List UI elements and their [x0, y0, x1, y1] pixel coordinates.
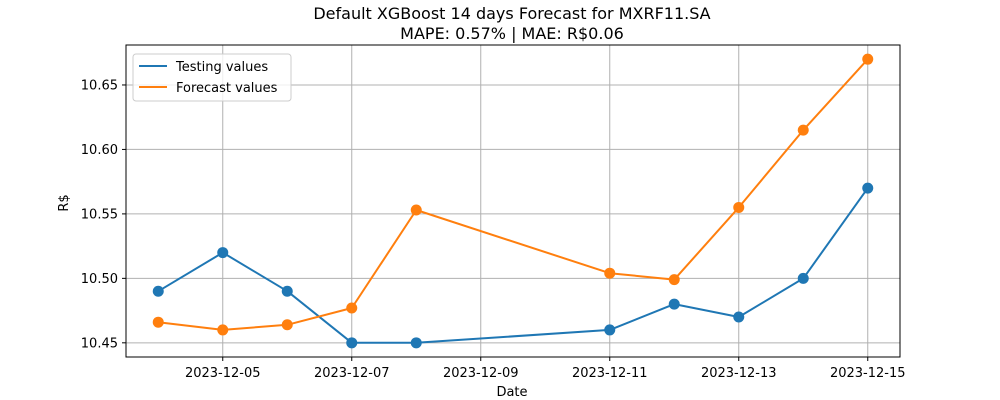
x-tick-label: 2023-12-09: [443, 366, 519, 381]
data-point-forecast: [604, 268, 615, 279]
data-point-forecast: [411, 205, 422, 216]
data-point-forecast: [798, 125, 809, 136]
chart-subtitle: MAPE: 0.57% | MAE: R$0.06: [400, 24, 624, 43]
data-point-forecast: [862, 54, 873, 65]
data-point-testing: [411, 337, 422, 348]
y-tick-label: 10.60: [81, 143, 118, 158]
y-tick-label: 10.65: [81, 78, 118, 93]
data-point-testing: [217, 247, 228, 258]
y-axis-label: R$: [57, 194, 72, 211]
data-point-forecast: [282, 319, 293, 330]
x-tick-label: 2023-12-13: [701, 366, 777, 381]
data-point-testing: [153, 286, 164, 297]
data-point-testing: [862, 183, 873, 194]
data-point-forecast: [733, 202, 744, 213]
data-point-forecast: [217, 324, 228, 335]
legend-label-testing: Testing values: [175, 60, 268, 75]
data-point-testing: [733, 312, 744, 323]
y-tick-label: 10.55: [81, 207, 118, 222]
x-tick-label: 2023-12-15: [830, 366, 906, 381]
x-tick-label: 2023-12-07: [314, 366, 390, 381]
chart-title: Default XGBoost 14 days Forecast for MXR…: [313, 4, 710, 23]
x-tick-label: 2023-12-05: [185, 366, 261, 381]
y-tick-label: 10.45: [81, 336, 118, 351]
data-point-testing: [669, 299, 680, 310]
data-point-testing: [798, 273, 809, 284]
legend: Testing values Forecast values: [133, 54, 291, 101]
data-point-testing: [282, 286, 293, 297]
data-point-forecast: [346, 303, 357, 314]
data-point-testing: [346, 337, 357, 348]
y-tick-label: 10.50: [81, 272, 118, 287]
x-axis-label: Date: [496, 385, 527, 400]
data-point-forecast: [669, 274, 680, 285]
data-point-forecast: [153, 317, 164, 328]
x-tick-label: 2023-12-11: [572, 366, 648, 381]
legend-label-forecast: Forecast values: [176, 81, 278, 96]
data-point-testing: [604, 324, 615, 335]
series-line-testing: [158, 188, 868, 343]
